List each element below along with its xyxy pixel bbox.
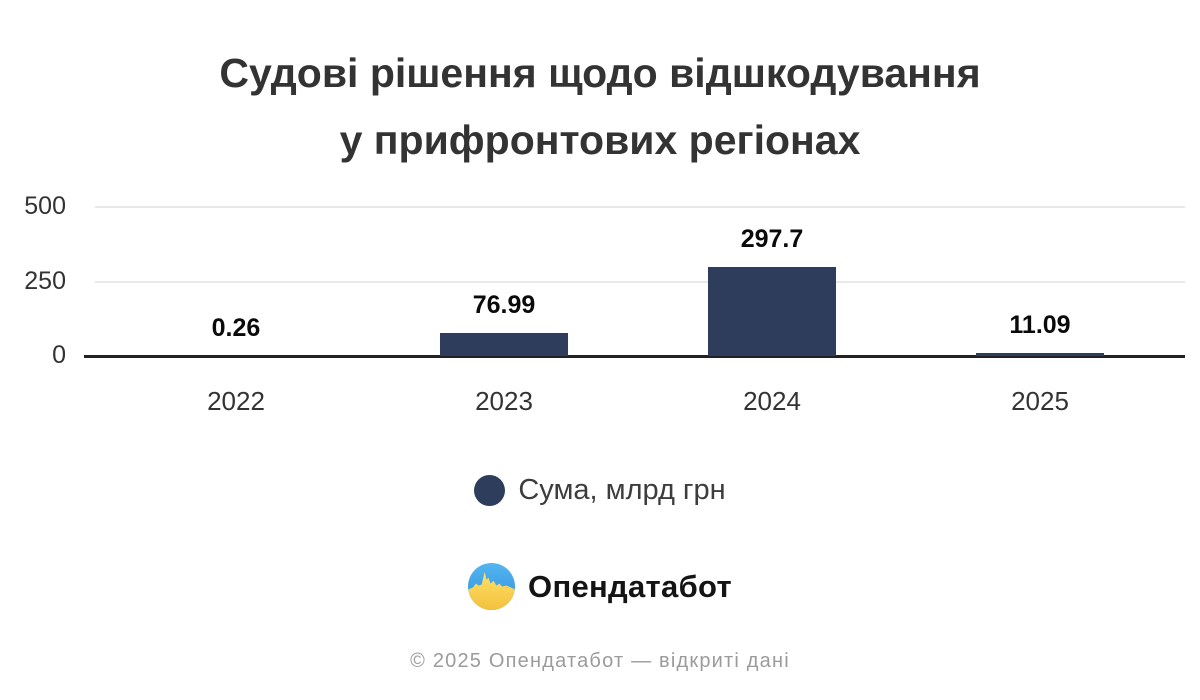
title-line-1: Судові рішення щодо відшкодування [219, 50, 981, 96]
bar-2023 [440, 333, 568, 356]
brand-name: Опендатабот [528, 568, 732, 604]
legend-label: Сума, млрд грн [518, 474, 726, 506]
bar-column-2022: 0.26 [102, 206, 370, 356]
bar-2024 [708, 267, 836, 356]
brand-lockup: Опендатабот [0, 563, 1200, 610]
legend: Сума, млрд грн [0, 474, 1200, 507]
value-label-2024: 297.7 [740, 225, 804, 253]
bar-2025 [976, 353, 1104, 356]
bars-area: 0.26 76.99 297.7 11.09 [102, 206, 1174, 356]
x-label-2022: 2022 [207, 386, 265, 416]
gridline-500 [95, 206, 1185, 208]
title-line-2: у прифронтових регіонах [339, 117, 861, 163]
gridline-250 [95, 281, 1185, 283]
x-label-2025: 2025 [1011, 386, 1069, 416]
x-axis-labels: 2022 2023 2024 2025 [102, 386, 1174, 417]
y-tick-500: 500 [24, 192, 66, 220]
x-axis-line [84, 355, 1185, 358]
page-title: Судові рішення щодо відшкодування у приф… [0, 40, 1200, 174]
y-tick-250: 250 [24, 267, 66, 295]
bar-column-2023: 76.99 [370, 206, 638, 356]
bar-column-2024: 297.7 [638, 206, 906, 356]
x-label-2023: 2023 [475, 386, 533, 416]
y-tick-0: 0 [52, 341, 66, 369]
bar-chart: 500 250 0 0.26 76.99 297.7 11.09 2022 2 [24, 192, 1185, 417]
value-label-2023: 76.99 [472, 291, 536, 319]
copyright-footer: © 2025 Опендатабот — відкриті дані [410, 650, 790, 672]
value-label-2022: 0.26 [211, 314, 261, 342]
value-label-2025: 11.09 [1009, 311, 1071, 339]
legend-marker-icon [474, 475, 506, 506]
bar-column-2025: 11.09 [906, 206, 1174, 356]
opendatabot-logo-icon [468, 563, 516, 610]
x-label-2024: 2024 [743, 386, 801, 416]
